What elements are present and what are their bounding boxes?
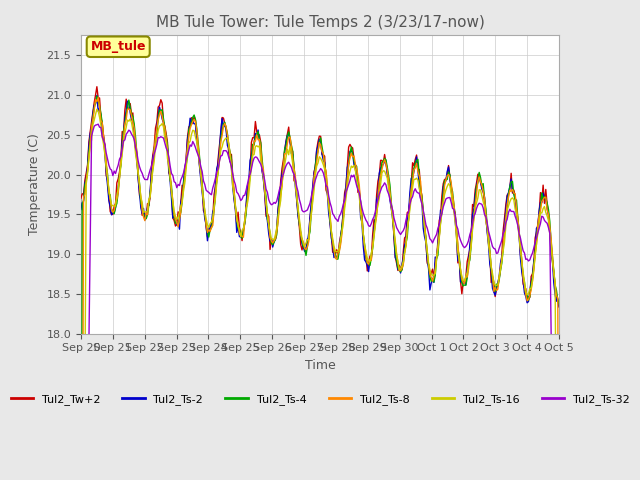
Text: MB_tule: MB_tule (90, 40, 146, 53)
Title: MB Tule Tower: Tule Temps 2 (3/23/17-now): MB Tule Tower: Tule Temps 2 (3/23/17-now… (156, 15, 484, 30)
Y-axis label: Temperature (C): Temperature (C) (28, 133, 41, 235)
Legend: Tul2_Tw+2, Tul2_Ts-2, Tul2_Ts-4, Tul2_Ts-8, Tul2_Ts-16, Tul2_Ts-32: Tul2_Tw+2, Tul2_Ts-2, Tul2_Ts-4, Tul2_Ts… (6, 390, 634, 409)
X-axis label: Time: Time (305, 359, 335, 372)
